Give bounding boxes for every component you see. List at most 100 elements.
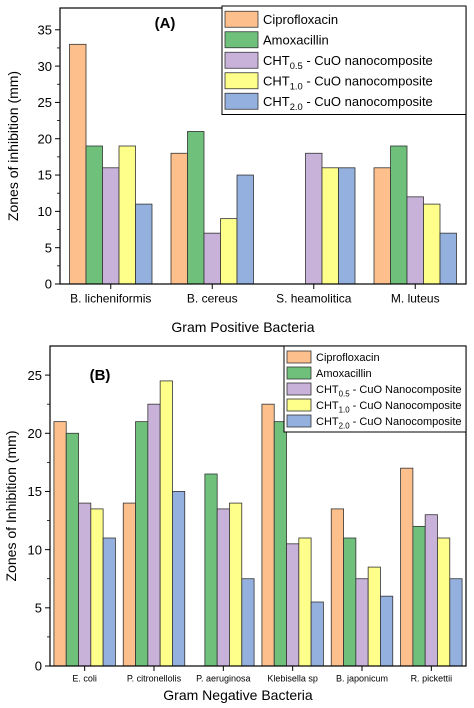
y-tick-label: 10 (28, 542, 42, 557)
bar (236, 174, 254, 285)
y-tick-label: 10 (38, 204, 52, 219)
bar (170, 152, 188, 285)
bar (172, 491, 186, 667)
bar (65, 432, 79, 667)
legend-swatch (286, 398, 312, 412)
bar (187, 131, 205, 285)
y-tick-label: 0 (35, 659, 42, 674)
y-tick-label: 30 (38, 59, 52, 74)
bar (135, 421, 149, 667)
legend-label: Amoxacillin (316, 368, 372, 380)
bar (330, 508, 344, 667)
y-axis-label: Zones of inhibition (mm) (5, 71, 21, 221)
legend-swatch (286, 366, 312, 380)
bar (373, 167, 391, 285)
bar (102, 167, 120, 285)
bar (355, 578, 369, 667)
y-tick-label: 0 (45, 277, 52, 292)
bar (449, 578, 463, 667)
chart-panel-a: 0 5 10 15 20 25 30 35 B. licheniformis B. cereus S… (5, 5, 467, 335)
bar (406, 196, 424, 285)
bar (220, 218, 238, 285)
bar (159, 380, 173, 667)
panel-label: (B) (90, 367, 111, 384)
y-tick-label: 25 (38, 95, 52, 110)
bar (286, 543, 300, 667)
legend-label: CHT1.0 - CuO nanocomposite (263, 73, 433, 91)
legend-label: Ciprofloxacin (316, 352, 380, 364)
bar (204, 473, 218, 667)
y-tick-label: 5 (35, 600, 42, 615)
bar (78, 502, 92, 667)
x-tick-label: P. aeruginosa (196, 673, 250, 683)
x-tick-label: B. cereus (187, 292, 238, 306)
bar (321, 167, 339, 285)
bar (412, 525, 426, 667)
y-tick-label: 20 (28, 426, 42, 441)
bar (310, 601, 324, 667)
bar (305, 152, 323, 285)
x-tick-label: E. coli (72, 673, 97, 683)
x-axis-label: Gram Negative Bacteria (163, 687, 313, 703)
x-tick-label: Klebisella sp (267, 673, 318, 683)
legend-swatch (286, 414, 312, 428)
bar (367, 566, 381, 667)
y-tick-label: 15 (38, 168, 52, 183)
bar (437, 537, 451, 667)
bar (102, 537, 116, 667)
legend: Ciprofloxacin Amoxacillin CHT0.5 - CuO nan… (221, 5, 467, 115)
x-axis-label: Gram Positive Bacteria (171, 319, 314, 335)
legend-swatch (286, 382, 312, 396)
bar (343, 537, 357, 667)
bar (261, 403, 275, 667)
legend-swatch (224, 92, 259, 110)
bar (53, 421, 67, 667)
legend-swatch (224, 51, 259, 69)
y-tick-label: 25 (28, 368, 42, 383)
y-axis-label: Zones of Inhibition (mm) (3, 431, 19, 582)
y-tick-label: 35 (38, 22, 52, 37)
chart-panel-b: 0 5 10 15 20 25 E. coli P. citronellolis P. aeru… (3, 345, 467, 703)
bar (85, 145, 103, 285)
x-tick-label: S. heamolitica (276, 292, 352, 306)
legend-label: CHT0.5 - CuO Nanocomposite (316, 384, 462, 398)
bar (400, 467, 414, 667)
x-tick-label: R. pickettii (411, 673, 453, 683)
x-tick-label: M. luteus (391, 292, 440, 306)
legend-box (283, 345, 467, 433)
panel-label: (A) (155, 15, 176, 32)
legend-swatch (224, 31, 259, 49)
legend-label: CHT1.0 - CuO Nanocomposite (316, 400, 462, 414)
bar (118, 145, 136, 285)
bar (90, 508, 104, 667)
bar (241, 578, 255, 667)
bar (229, 502, 243, 667)
y-tick-label: 20 (38, 131, 52, 146)
x-tick-label: P. citronellolis (127, 673, 182, 683)
bar (380, 595, 394, 667)
y-tick-label: 15 (28, 484, 42, 499)
bar (122, 502, 136, 667)
legend-label: CHT2.0 - CuO nanocomposite (263, 94, 433, 112)
bar (298, 537, 312, 667)
bar (147, 403, 161, 667)
legend-label: Amoxacillin (263, 32, 329, 47)
x-tick-label: B. licheniformis (70, 292, 151, 306)
legend-swatch (286, 350, 312, 364)
bar (135, 203, 153, 285)
x-tick-label: B. japonicum (336, 673, 388, 683)
legend-box (221, 5, 467, 115)
bar (439, 232, 457, 285)
plot-frame (49, 345, 467, 667)
legend-label: CHT0.5 - CuO nanocomposite (263, 53, 433, 71)
y-tick-label: 5 (45, 240, 52, 255)
bar (338, 167, 356, 285)
bar (423, 203, 441, 285)
legend-label: Ciprofloxacin (263, 12, 338, 27)
bar (203, 232, 221, 285)
bar (69, 43, 87, 285)
bar (390, 145, 408, 285)
legend-label: CHT2.0 - CuO Nanocomposite (316, 416, 462, 430)
bar (273, 421, 287, 667)
